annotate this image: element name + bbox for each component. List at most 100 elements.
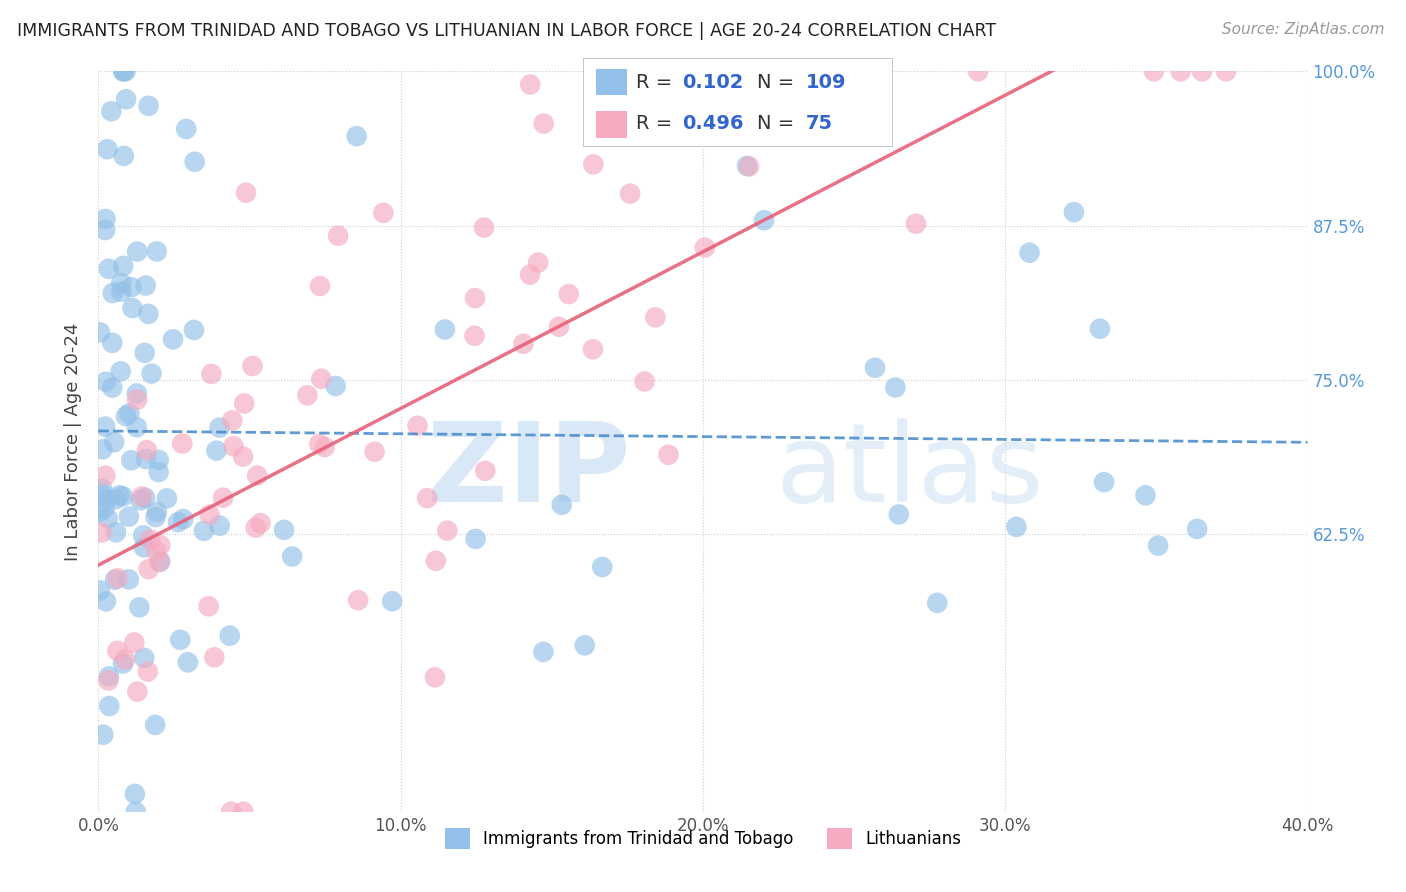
- Point: [111, 657, 134, 671]
- Point: [208, 420, 231, 434]
- Point: [531, 645, 554, 659]
- Point: [309, 279, 332, 293]
- Point: [112, 259, 135, 273]
- Point: [97, 673, 120, 688]
- Point: [672, 82, 695, 96]
- Point: [135, 278, 157, 293]
- Point: [138, 99, 160, 113]
- Point: [115, 409, 138, 423]
- Point: [172, 436, 194, 450]
- Point: [582, 343, 605, 357]
- Point: [114, 64, 136, 78]
- Point: [115, 92, 138, 106]
- Point: [644, 310, 666, 325]
- Point: [110, 276, 132, 290]
- Text: 0.496: 0.496: [682, 113, 744, 133]
- Point: [121, 301, 143, 315]
- Point: [1185, 522, 1208, 536]
- Point: [200, 367, 222, 381]
- Point: [104, 492, 127, 507]
- Point: [222, 439, 245, 453]
- Point: [128, 600, 150, 615]
- Point: [96, 491, 118, 506]
- Point: [381, 594, 404, 608]
- Point: [125, 805, 148, 819]
- Bar: [596, 69, 627, 95]
- Point: [97, 261, 120, 276]
- Point: [131, 489, 153, 503]
- Point: [311, 372, 333, 386]
- Text: Source: ZipAtlas.com: Source: ZipAtlas.com: [1222, 22, 1385, 37]
- Point: [145, 244, 167, 259]
- Point: [249, 516, 271, 531]
- Point: [98, 698, 121, 713]
- Point: [112, 149, 135, 163]
- Text: 109: 109: [806, 72, 846, 92]
- Point: [1170, 64, 1192, 78]
- Point: [132, 528, 155, 542]
- Point: [433, 322, 456, 336]
- Point: [138, 307, 160, 321]
- Point: [101, 381, 124, 395]
- Point: [97, 511, 120, 525]
- Point: [112, 64, 135, 78]
- Point: [884, 380, 907, 394]
- Point: [1143, 64, 1166, 78]
- Point: [148, 453, 170, 467]
- Point: [124, 787, 146, 801]
- Point: [107, 571, 129, 585]
- Point: [464, 291, 486, 305]
- Point: [1018, 245, 1040, 260]
- Text: N =: N =: [756, 113, 800, 133]
- Legend: Immigrants from Trinidad and Tobago, Lithuanians: Immigrants from Trinidad and Tobago, Lit…: [439, 822, 967, 855]
- Point: [245, 521, 267, 535]
- Point: [145, 510, 167, 524]
- Point: [297, 388, 319, 402]
- Point: [406, 418, 429, 433]
- Point: [127, 392, 149, 407]
- Point: [533, 117, 555, 131]
- Point: [91, 482, 114, 496]
- Point: [90, 525, 112, 540]
- Point: [436, 524, 458, 538]
- Point: [738, 160, 761, 174]
- Point: [125, 420, 148, 434]
- Point: [118, 406, 141, 420]
- Point: [93, 501, 115, 516]
- Point: [118, 509, 141, 524]
- Point: [967, 64, 990, 78]
- Text: N =: N =: [756, 72, 800, 92]
- Point: [174, 122, 197, 136]
- Point: [91, 442, 114, 457]
- Point: [574, 639, 596, 653]
- Point: [125, 386, 148, 401]
- Point: [619, 186, 641, 201]
- Point: [373, 206, 395, 220]
- Point: [127, 244, 149, 259]
- Point: [162, 332, 184, 346]
- Point: [134, 491, 156, 505]
- Point: [134, 346, 156, 360]
- Point: [169, 632, 191, 647]
- Point: [363, 444, 385, 458]
- Point: [1092, 475, 1115, 490]
- Point: [141, 367, 163, 381]
- Point: [183, 154, 205, 169]
- Point: [177, 656, 200, 670]
- Point: [145, 544, 167, 558]
- Point: [89, 486, 111, 500]
- Point: [94, 223, 117, 237]
- Point: [752, 213, 775, 227]
- Y-axis label: In Labor Force | Age 20-24: In Labor Force | Age 20-24: [65, 322, 83, 561]
- Point: [94, 468, 117, 483]
- Point: [326, 228, 349, 243]
- Point: [89, 583, 111, 598]
- Point: [143, 718, 166, 732]
- Point: [132, 541, 155, 555]
- Point: [104, 525, 127, 540]
- Point: [633, 375, 655, 389]
- Point: [110, 364, 132, 378]
- Point: [149, 555, 172, 569]
- Point: [1088, 321, 1111, 335]
- Point: [863, 360, 886, 375]
